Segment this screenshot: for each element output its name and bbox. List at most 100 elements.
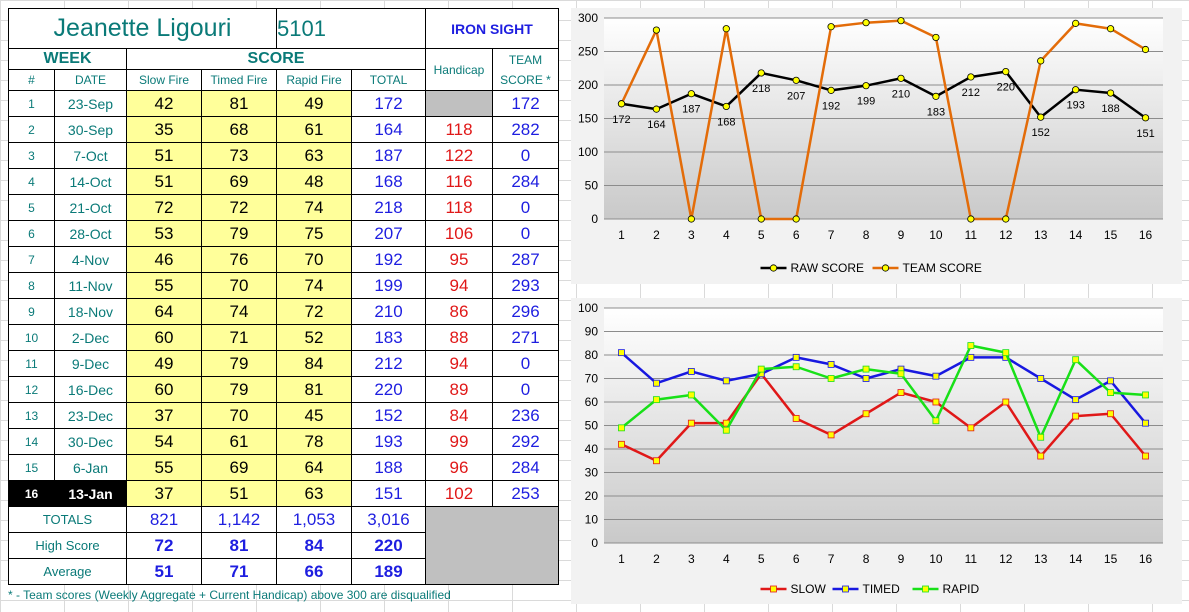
handicap-value[interactable]: 122 [425,142,493,169]
handicap-value[interactable]: 99 [425,428,493,455]
week-number[interactable]: 4 [8,168,55,195]
slow-fire-score[interactable]: 60 [126,376,202,403]
slow-fire-score[interactable]: 55 [126,272,202,299]
rapid-fire-score[interactable]: 74 [276,194,352,221]
team-score-value[interactable]: 0 [492,376,559,403]
total-score[interactable]: 193 [351,428,426,455]
week-number[interactable]: 5 [8,194,55,221]
team-score-value[interactable]: 271 [492,324,559,351]
timed-fire-score[interactable]: 72 [201,194,277,221]
week-date[interactable]: 11-Nov [54,272,127,299]
total-score[interactable]: 152 [351,402,426,429]
timed-fire-score[interactable]: 51 [201,480,277,507]
rapid-fire-score[interactable]: 84 [276,350,352,377]
slow-fire-score[interactable]: 37 [126,402,202,429]
slow-fire-score[interactable]: 37 [126,480,202,507]
rapid-fire-score[interactable]: 63 [276,142,352,169]
slow-fire-score[interactable]: 53 [126,220,202,247]
team-score-value[interactable]: 292 [492,428,559,455]
rapid-fire-score[interactable]: 63 [276,480,352,507]
week-date[interactable]: 21-Oct [54,194,127,221]
handicap-value[interactable]: 116 [425,168,493,195]
team-score-value[interactable]: 0 [492,350,559,377]
handicap-value[interactable]: 102 [425,480,493,507]
total-score[interactable]: 164 [351,116,426,143]
rapid-fire-score[interactable]: 74 [276,272,352,299]
week-date[interactable]: 2-Dec [54,324,127,351]
rapid-fire-score[interactable]: 70 [276,246,352,273]
week-date[interactable]: 6-Jan [54,454,127,481]
timed-fire-score[interactable]: 61 [201,428,277,455]
team-score-value[interactable]: 296 [492,298,559,325]
total-score[interactable]: 192 [351,246,426,273]
rapid-fire-score[interactable]: 81 [276,376,352,403]
timed-fire-score[interactable]: 68 [201,116,277,143]
timed-fire-score[interactable]: 79 [201,376,277,403]
timed-fire-score[interactable]: 71 [201,324,277,351]
week-number[interactable]: 6 [8,220,55,247]
rapid-fire-score[interactable]: 49 [276,90,352,117]
handicap-value[interactable]: 84 [425,402,493,429]
week-date[interactable]: 28-Oct [54,220,127,247]
slow-fire-score[interactable]: 51 [126,142,202,169]
total-score[interactable]: 207 [351,220,426,247]
week-date[interactable]: 13-Jan [54,480,127,507]
team-score-value[interactable]: 0 [492,220,559,247]
week-number[interactable]: 13 [8,402,55,429]
handicap-value[interactable] [425,90,493,117]
week-number[interactable]: 9 [8,298,55,325]
slow-fire-score[interactable]: 35 [126,116,202,143]
slow-fire-score[interactable]: 49 [126,350,202,377]
slow-fire-score[interactable]: 54 [126,428,202,455]
total-score[interactable]: 218 [351,194,426,221]
rapid-fire-score[interactable]: 75 [276,220,352,247]
team-score-value[interactable]: 236 [492,402,559,429]
team-score-value[interactable]: 0 [492,142,559,169]
score-chart-panel[interactable]: 0 50 100 150 200 250 300 1 2 3 4 5 6 7 8 9 10 11 12 13 14 15 1… [571,8,1182,284]
total-score[interactable]: 188 [351,454,426,481]
total-score[interactable]: 220 [351,376,426,403]
timed-fire-score[interactable]: 79 [201,220,277,247]
handicap-value[interactable]: 96 [425,454,493,481]
week-number[interactable]: 2 [8,116,55,143]
handicap-value[interactable]: 106 [425,220,493,247]
handicap-value[interactable]: 89 [425,376,493,403]
total-score[interactable]: 183 [351,324,426,351]
handicap-value[interactable]: 118 [425,116,493,143]
team-score-value[interactable]: 282 [492,116,559,143]
slow-fire-score[interactable]: 64 [126,298,202,325]
total-score[interactable]: 172 [351,90,426,117]
rapid-fire-score[interactable]: 48 [276,168,352,195]
handicap-value[interactable]: 94 [425,350,493,377]
rapid-fire-score[interactable]: 52 [276,324,352,351]
team-score-value[interactable]: 284 [492,454,559,481]
week-date[interactable]: 30-Sep [54,116,127,143]
team-score-value[interactable]: 287 [492,246,559,273]
week-number[interactable]: 7 [8,246,55,273]
slow-fire-score[interactable]: 51 [126,168,202,195]
timed-fire-score[interactable]: 76 [201,246,277,273]
total-score[interactable]: 199 [351,272,426,299]
rapid-fire-score[interactable]: 64 [276,454,352,481]
timed-fire-score[interactable]: 73 [201,142,277,169]
timed-fire-score[interactable]: 74 [201,298,277,325]
week-number[interactable]: 10 [8,324,55,351]
rapid-fire-score[interactable]: 72 [276,298,352,325]
team-score-value[interactable]: 0 [492,194,559,221]
team-score-value[interactable]: 172 [492,90,559,117]
week-number[interactable]: 16 [8,480,55,507]
total-score[interactable]: 212 [351,350,426,377]
week-number[interactable]: 3 [8,142,55,169]
total-score[interactable]: 168 [351,168,426,195]
week-date[interactable]: 9-Dec [54,350,127,377]
week-number[interactable]: 14 [8,428,55,455]
slow-fire-score[interactable]: 42 [126,90,202,117]
team-score-value[interactable]: 284 [492,168,559,195]
timed-fire-score[interactable]: 81 [201,90,277,117]
rapid-fire-score[interactable]: 45 [276,402,352,429]
total-score[interactable]: 151 [351,480,426,507]
week-number[interactable]: 15 [8,454,55,481]
team-score-value[interactable]: 253 [492,480,559,507]
week-date[interactable]: 18-Nov [54,298,127,325]
timed-fire-score[interactable]: 69 [201,454,277,481]
